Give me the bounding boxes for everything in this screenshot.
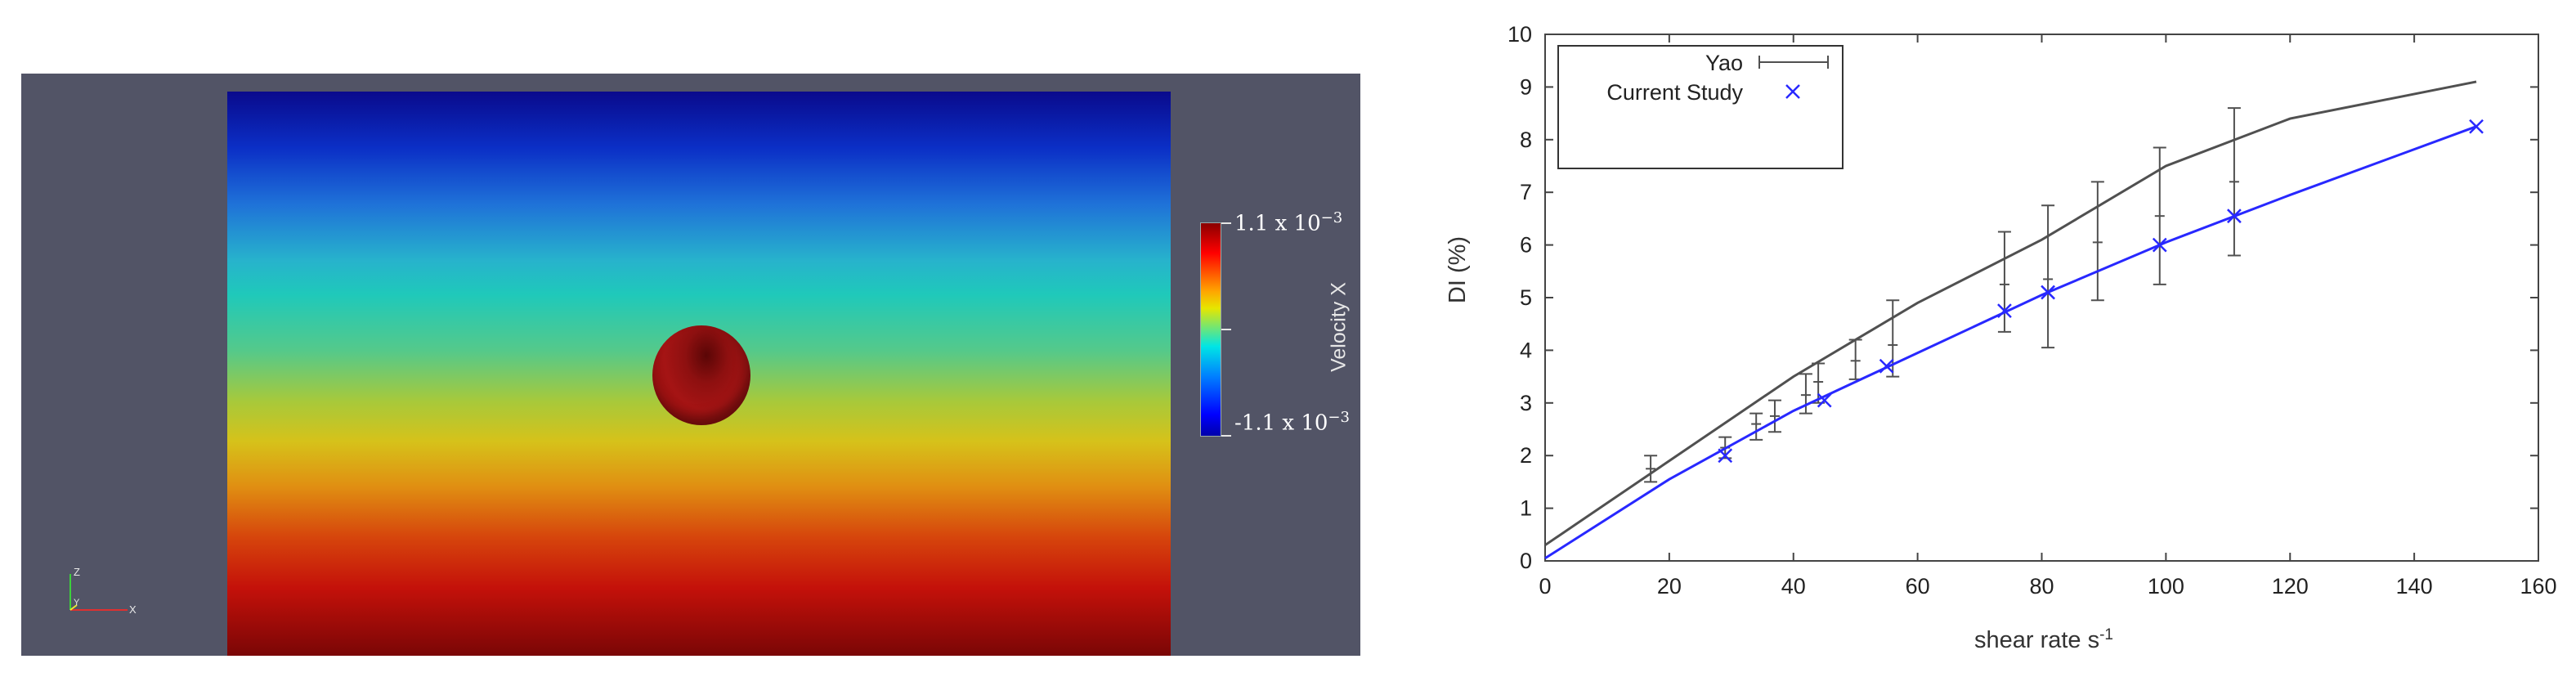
x-axis-title: shear rate s-1	[1974, 626, 2113, 653]
errorbar-yao-0	[1644, 455, 1658, 483]
marker-stroke-b-5	[2152, 237, 2167, 253]
marker-current-study-0	[1718, 448, 1733, 464]
y-tick-label-6: 6	[1520, 233, 1532, 258]
errorbar-yao-2	[1749, 412, 1763, 441]
y-tick-label-9: 9	[1520, 74, 1532, 99]
marker-stroke-b-0	[1718, 448, 1733, 464]
errorbar-yao-4	[1799, 373, 1812, 415]
y-axis-title: DI (%)	[1445, 236, 1471, 303]
x-tick-label-7: 140	[2396, 574, 2433, 599]
marker-stroke-b-7	[2469, 119, 2484, 134]
legend-label-current-study: Current Study	[1606, 80, 1743, 105]
x-tick-label-5: 100	[2148, 574, 2184, 599]
y-tick-label-2: 2	[1520, 443, 1532, 468]
marker-stroke-b-3	[1997, 303, 2012, 318]
x-tick-label-3: 60	[1906, 574, 1930, 599]
marker-current-study-3	[1997, 303, 2012, 318]
y-tick-label-4: 4	[1520, 338, 1532, 362]
colorbar-tick-mid	[1221, 329, 1231, 330]
errorbar-yao-9	[2041, 204, 2055, 349]
legend-swatch-yao	[1758, 56, 1829, 69]
triad-y-label: Y	[74, 598, 80, 608]
marker-stroke-b-2	[1879, 358, 1894, 374]
series-line-current-study	[1544, 125, 2477, 560]
errorbar-yao-8	[1997, 231, 2011, 333]
marker-current-study-2	[1879, 358, 1894, 374]
x-tick-label-8: 160	[2520, 574, 2556, 599]
marker-current-study-5	[2152, 237, 2167, 253]
series-layer	[1544, 80, 2484, 560]
velocity-colorbar	[1200, 222, 1221, 437]
x-axis-title-base: shear rate s	[1974, 627, 2099, 653]
marker-stroke-b-1	[1817, 392, 1832, 408]
marker-stroke-b-4	[2041, 285, 2055, 300]
legend-box	[1557, 45, 1844, 169]
y-axis-ticks: 0 1 2 3 4 5 6 7 8 9 10	[1508, 22, 2538, 573]
colorbar-min-exponent: −3	[1328, 409, 1350, 426]
series-line-yao	[1544, 80, 2477, 546]
y-tick-label-7: 7	[1520, 180, 1532, 204]
triad-x-label: X	[129, 603, 137, 616]
marker-stroke-b-6	[2227, 208, 2242, 224]
triad-z-label: Z	[74, 566, 80, 578]
legend-label-yao: Yao	[1705, 51, 1743, 75]
marker-current-study-6	[2227, 208, 2242, 224]
marker-current-study-4	[2041, 285, 2055, 300]
x-tick-label-0: 0	[1539, 574, 1551, 599]
x-tick-label-1: 20	[1657, 574, 1682, 599]
y-tick-label-5: 5	[1520, 285, 1532, 310]
errorbar-yao-6	[1848, 338, 1862, 380]
x-tick-label-6: 120	[2272, 574, 2309, 599]
x-tick-label-2: 40	[1781, 574, 1806, 599]
y-tick-label-0: 0	[1520, 549, 1532, 573]
errorbar-yao-11	[2153, 146, 2166, 285]
legend: Yao Current Study	[1557, 45, 1844, 169]
y-tick-label-8: 8	[1520, 128, 1532, 152]
marker-current-study-1	[1817, 392, 1832, 408]
red-blood-cell	[652, 325, 750, 425]
x-axis-ticks: 0 20 40 60 80 100 120 140 160	[1539, 34, 2557, 599]
colorbar-max-exponent: −3	[1320, 209, 1343, 226]
colorbar-max-label: 1.1 x 10−3	[1234, 209, 1342, 236]
errorbar-yao-3	[1767, 399, 1781, 433]
x-axis-title-exponent: -1	[2099, 626, 2113, 643]
x-tick-label-4: 80	[2029, 574, 2054, 599]
colorbar-min-text: -1.1 x 10	[1234, 410, 1328, 436]
errorbar-yao-10	[2090, 181, 2104, 302]
colorbar-max-text: 1.1 x 10	[1234, 211, 1321, 236]
colorbar-min-label: -1.1 x 10−3	[1234, 409, 1350, 436]
colorbar-tick-min	[1221, 435, 1231, 437]
legend-swatch-current-study	[1785, 84, 1800, 99]
y-tick-label-1: 1	[1520, 496, 1532, 521]
marker-current-study-7	[2469, 119, 2484, 134]
simulation-viewport[interactable]: Z Y X 1.1 x 10−3 -1.1 x 10−3 Velocity X	[21, 74, 1360, 656]
errorbar-yao-12	[2227, 107, 2241, 257]
y-tick-label-10: 10	[1508, 22, 1532, 47]
colorbar-tick-max	[1221, 222, 1231, 224]
y-tick-label-3: 3	[1520, 391, 1532, 415]
orientation-axes-triad: Z Y X	[69, 566, 137, 616]
